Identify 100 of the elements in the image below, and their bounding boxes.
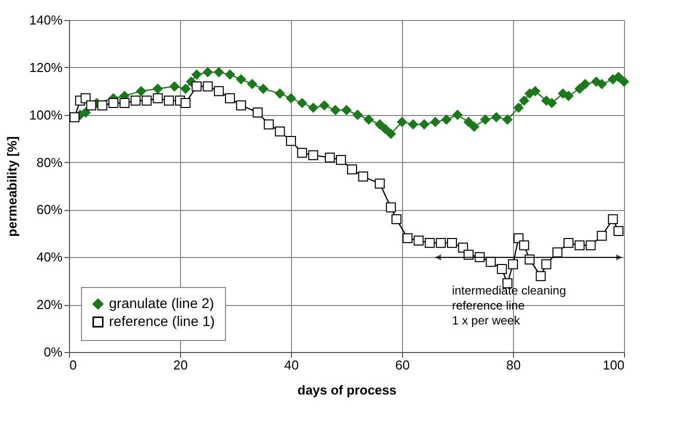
point [519, 96, 530, 106]
point [286, 93, 296, 104]
point [236, 74, 246, 84]
y-tick-label: 140% [29, 12, 63, 28]
point [530, 86, 540, 96]
legend-label: granulate (line 2) [109, 295, 214, 311]
point [164, 96, 174, 106]
y-tick-label: 20% [36, 297, 63, 312]
x-tick-label: 80 [506, 358, 521, 372]
point [469, 122, 480, 132]
x-tick-label: 60 [395, 358, 410, 372]
point [330, 105, 340, 116]
point [519, 240, 530, 250]
point [274, 88, 285, 98]
y-tick-label: 100% [29, 107, 63, 122]
point [142, 96, 152, 106]
point [397, 117, 407, 127]
point [297, 98, 308, 108]
point [192, 81, 202, 92]
x-axis-title: days of process [298, 382, 396, 398]
point [441, 114, 452, 125]
point [419, 119, 430, 130]
point [347, 164, 358, 174]
point [608, 214, 618, 224]
point [541, 259, 552, 270]
y-tick-label: 120% [29, 60, 63, 75]
x-tick-label: 40 [284, 358, 299, 372]
point [202, 67, 213, 78]
point [97, 100, 108, 110]
point [108, 98, 118, 108]
x-tick-label: 20 [173, 358, 188, 372]
point [152, 84, 163, 94]
point [386, 202, 396, 212]
point [452, 110, 462, 120]
point [496, 264, 507, 274]
point [580, 79, 590, 89]
point [247, 79, 258, 89]
point [480, 114, 490, 125]
point [414, 236, 424, 246]
point [308, 150, 318, 160]
point [352, 110, 363, 120]
point [70, 112, 80, 122]
legend-label: reference (line 1) [109, 313, 215, 329]
point [564, 238, 574, 248]
point [180, 84, 191, 94]
point [574, 84, 585, 94]
point [613, 72, 624, 82]
point [619, 76, 629, 87]
point [491, 112, 502, 122]
point [120, 98, 130, 108]
point [224, 93, 235, 104]
point [446, 238, 457, 248]
point [402, 233, 413, 244]
point [514, 233, 524, 244]
y-tick-label: 80% [36, 154, 63, 170]
point [574, 240, 585, 250]
point [224, 70, 235, 80]
x-tick-label: 100 [602, 358, 624, 372]
point [436, 238, 446, 248]
annotation: intermediate cleaning reference line 1 x per week [452, 284, 566, 328]
point [169, 81, 180, 92]
point [374, 119, 385, 130]
point [546, 98, 557, 108]
point [286, 136, 296, 146]
point [252, 108, 263, 118]
point [458, 242, 468, 253]
point [80, 108, 91, 118]
point [274, 126, 285, 136]
point [514, 102, 524, 113]
point [130, 96, 141, 106]
point [308, 102, 318, 113]
point [236, 100, 246, 110]
point [358, 172, 368, 182]
point [430, 117, 440, 127]
point [552, 247, 562, 258]
point [86, 100, 96, 110]
point [424, 238, 435, 248]
point [180, 98, 191, 108]
point [264, 119, 274, 130]
point [297, 148, 308, 158]
x-tick-label: 0 [70, 358, 77, 372]
point [391, 214, 402, 224]
point [464, 117, 474, 127]
point [336, 154, 346, 165]
point [380, 124, 390, 134]
point [342, 105, 352, 116]
y-axis-title: permeability [%] [4, 136, 20, 237]
point [214, 67, 224, 78]
point [136, 86, 146, 96]
point [486, 256, 496, 267]
point [596, 79, 607, 89]
point [214, 86, 224, 96]
point [564, 90, 574, 101]
point [258, 84, 268, 94]
point [536, 271, 546, 282]
point [613, 226, 624, 236]
y-tick-label: 40% [36, 250, 63, 265]
point [586, 240, 596, 250]
point [374, 178, 385, 189]
y-tick-label: 60% [36, 202, 63, 218]
